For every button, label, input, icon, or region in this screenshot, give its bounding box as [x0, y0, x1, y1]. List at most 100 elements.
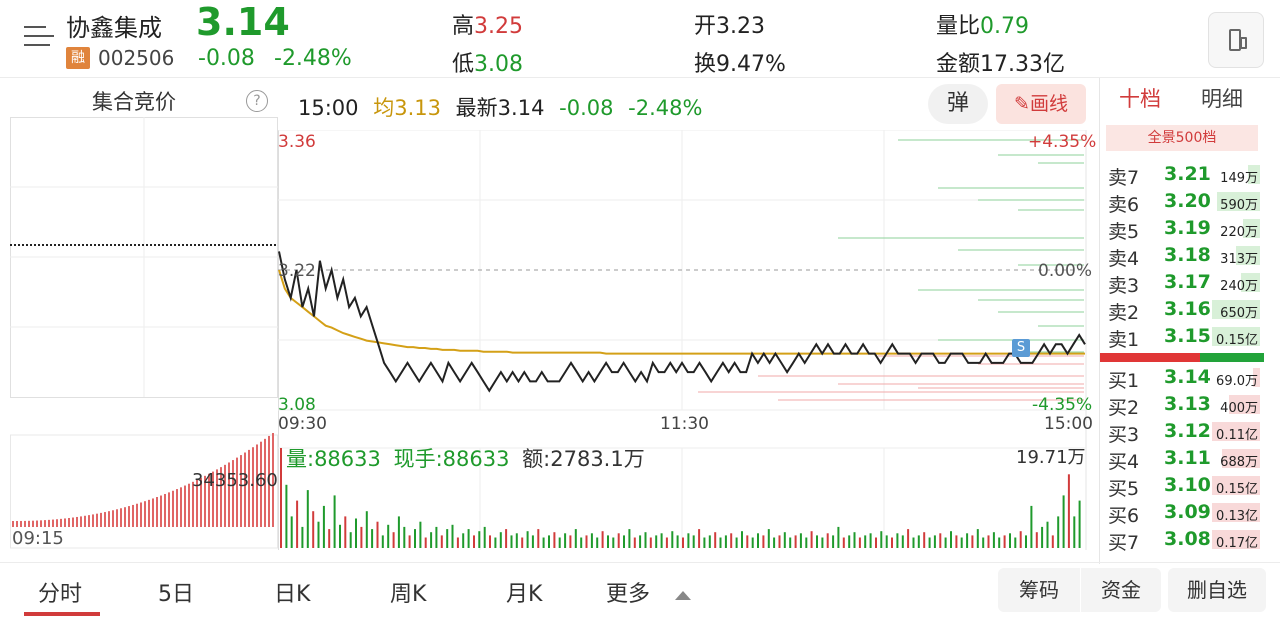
volume-bar: [376, 521, 379, 548]
tab-details[interactable]: 明细: [1201, 87, 1243, 111]
volume-bar: [1243, 219, 1260, 238]
buy-row[interactable]: 买2 3.13 400万: [1100, 391, 1264, 419]
auction-volume-bar: [216, 469, 218, 527]
auction-volume-bar: [136, 503, 138, 527]
buy-row[interactable]: 买3 3.12 0.11亿: [1100, 418, 1264, 446]
volume-bar: [585, 535, 588, 548]
volume-bar: [451, 524, 454, 548]
volume-bar: [489, 535, 491, 548]
stock-code: 002506: [98, 46, 175, 70]
tab-monthly-k[interactable]: 月K: [506, 582, 543, 607]
volume-bar: [473, 535, 475, 548]
volume-bar: [548, 535, 550, 548]
volume-bar: [285, 484, 288, 548]
auction-volume-bar: [176, 489, 178, 527]
volume-bar: [762, 535, 765, 548]
volume-bar: [371, 529, 374, 548]
volume-bar: [1041, 526, 1044, 548]
buy-row[interactable]: 买6 3.09 0.13亿: [1100, 499, 1264, 527]
volume-bar: [1212, 327, 1260, 346]
sell-row[interactable]: 卖5 3.19 220万: [1100, 215, 1264, 243]
volume-bar: [891, 537, 893, 548]
volume-bar: [1073, 516, 1076, 548]
sell-row[interactable]: 卖6 3.20 590万: [1100, 188, 1264, 216]
sell-row[interactable]: 卖1 3.15 0.15亿: [1100, 323, 1264, 351]
volume-bar: [687, 533, 690, 548]
volume-bar: [858, 537, 861, 548]
volume-bar: [714, 532, 717, 548]
tab-ten-levels[interactable]: 十档: [1119, 87, 1161, 111]
full-500-levels-button[interactable]: 全景500档: [1106, 125, 1258, 151]
auction-volume-bar: [36, 520, 38, 527]
volume-bar: [1025, 535, 1027, 548]
auction-volume-bar: [64, 518, 66, 527]
auction-volume-bar: [124, 507, 126, 527]
buy-row[interactable]: 买7 3.08 0.17亿: [1100, 526, 1264, 554]
sell-price: 3.18: [1164, 244, 1211, 266]
auction-volume-bar: [88, 515, 90, 527]
volume-bar: [907, 529, 910, 548]
volume-bar: [960, 537, 963, 548]
chips-button[interactable]: 筹码: [998, 568, 1080, 612]
volume-bar: [505, 529, 508, 548]
info-time: 15:00: [298, 96, 359, 120]
sell-row[interactable]: 卖7 3.21 149万: [1100, 161, 1264, 189]
info-change-pct: -2.48%: [628, 96, 703, 120]
auction-volume-bar: [268, 435, 270, 527]
draw-line-button[interactable]: ✎画线: [996, 84, 1086, 124]
remove-watchlist-button[interactable]: 删自选: [1168, 568, 1266, 612]
volume-bar: [955, 535, 958, 548]
auction-volume-bar: [264, 438, 266, 527]
sell-price: 3.17: [1164, 271, 1211, 293]
phone-view-button[interactable]: [1208, 12, 1264, 68]
volume-bar: [799, 533, 802, 548]
volume-bar: [821, 537, 824, 548]
sell-volume: 220万: [1220, 225, 1258, 240]
tab-intraday[interactable]: 分时: [38, 582, 83, 607]
volume-bar: [633, 537, 636, 548]
sell-row[interactable]: 卖4 3.18 313万: [1100, 242, 1264, 270]
volume-bar: [751, 537, 754, 548]
volume-bar: [1229, 395, 1260, 414]
sell-level-label: 卖2: [1108, 302, 1140, 324]
tab-5day[interactable]: 5日: [158, 582, 194, 607]
signal-marker[interactable]: S: [1012, 339, 1030, 357]
tab-weekly-k[interactable]: 周K: [390, 582, 427, 607]
sell-row[interactable]: 卖2 3.16 650万: [1100, 296, 1264, 324]
buy-volume: 69.0万: [1216, 374, 1258, 389]
auction-volume-bar: [48, 519, 50, 527]
buy-volume: 0.15亿: [1216, 482, 1258, 497]
volume-bar: [880, 531, 883, 548]
volume-bar: [757, 533, 759, 548]
volume-bar: [944, 537, 947, 548]
popup-button[interactable]: 弹: [928, 84, 988, 124]
buy-sell-ratio-red: [1100, 353, 1200, 362]
sell-price: 3.19: [1164, 217, 1211, 239]
volume-bar: [682, 537, 684, 548]
buy-row[interactable]: 买4 3.11 688万: [1100, 445, 1264, 473]
buy-row[interactable]: 买1 3.14 69.0万: [1100, 364, 1264, 392]
tab-more[interactable]: 更多: [606, 576, 692, 608]
volume-bar: [494, 537, 497, 548]
buy-level-label: 买6: [1108, 505, 1140, 527]
sell-volume: 240万: [1220, 279, 1258, 294]
intraday-chart[interactable]: [278, 130, 1094, 550]
volume-bar: [617, 533, 620, 548]
volume-bar: [365, 511, 368, 548]
tab-daily-k[interactable]: 日K: [274, 582, 311, 607]
volume-bar: [537, 529, 540, 548]
buy-row[interactable]: 买5 3.10 0.15亿: [1100, 472, 1264, 500]
sell-level-label: 卖6: [1108, 194, 1140, 216]
volume-bar: [773, 537, 776, 548]
help-icon[interactable]: ?: [246, 90, 268, 112]
sell-row[interactable]: 卖3 3.17 240万: [1100, 269, 1264, 297]
volume-bar: [1051, 535, 1054, 548]
auction-volume-bar: [232, 460, 234, 527]
menu-icon[interactable]: [24, 24, 54, 50]
auction-volume-bar: [112, 510, 114, 527]
auction-volume-bar: [208, 473, 210, 527]
volume-bar: [1046, 521, 1049, 548]
volume-bar: [767, 529, 770, 548]
funds-button[interactable]: 资金: [1081, 568, 1161, 612]
auction-volume-bar: [272, 433, 274, 527]
